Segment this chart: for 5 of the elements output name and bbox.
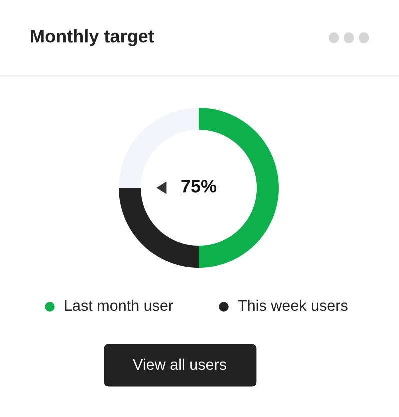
- chart-title: Monthly target: [31, 30, 154, 46]
- text: View all users: [133, 358, 226, 370]
- text: 75%: [182, 180, 217, 193]
- legend-label: Last month user: [65, 300, 174, 312]
- legend-label: This week users: [238, 300, 348, 312]
